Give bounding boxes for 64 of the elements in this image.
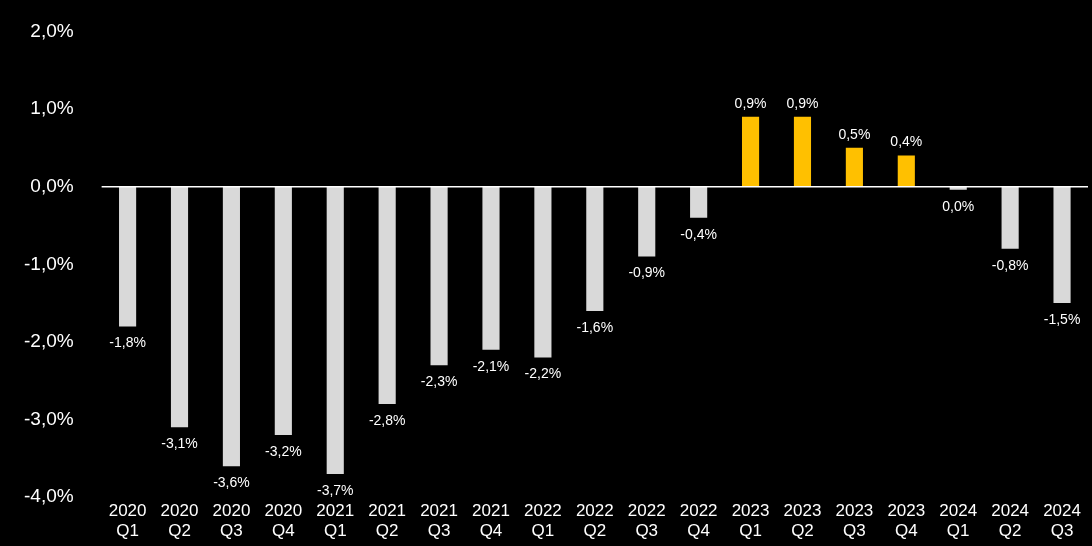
x-tick-label: 2020 Q1 (108, 501, 147, 541)
data-label: 0,9% (786, 94, 819, 111)
bar (378, 186, 396, 405)
data-label: -3,1% (161, 435, 198, 452)
data-label: -2,2% (524, 365, 562, 382)
x-tick-label: 2021 Q3 (420, 501, 458, 541)
bar (274, 186, 292, 436)
bar (1053, 186, 1071, 304)
x-tick-label: 2022 Q3 (627, 501, 666, 541)
bar (741, 116, 760, 187)
bar (897, 155, 915, 187)
data-label: -3,6% (213, 474, 250, 491)
data-label: -2,3% (420, 373, 458, 390)
bar (119, 186, 137, 327)
data-label: -3,7% (316, 481, 354, 498)
data-label: -1,6% (576, 318, 614, 335)
data-label: -2,8% (368, 411, 406, 428)
bar (222, 186, 240, 467)
x-tick-label: 2022 Q2 (575, 501, 614, 541)
data-label: -0,8% (991, 256, 1029, 273)
bar (170, 186, 189, 428)
x-tick-label: 2023 Q4 (887, 501, 926, 541)
y-tick-label: -3,0% (23, 407, 74, 429)
data-label: -2,1% (472, 357, 510, 374)
bar (949, 186, 967, 190)
data-label: -1,5% (1043, 310, 1081, 327)
bar (793, 116, 812, 187)
x-tick-label: 2020 Q2 (160, 501, 199, 541)
x-tick-label: 2022 Q1 (523, 501, 562, 541)
data-label: -3,2% (265, 442, 302, 459)
y-tick-label: -4,0% (23, 485, 74, 507)
x-tick-label: 2024 Q3 (1043, 501, 1081, 541)
y-tick-label: -1,0% (23, 252, 74, 274)
y-tick-label: 0,0% (30, 174, 74, 196)
y-tick-label: 1,0% (30, 97, 74, 119)
data-label: -0,9% (628, 264, 666, 281)
bar (430, 186, 448, 366)
data-label: 0,4% (890, 133, 923, 150)
x-tick-label: 2024 Q2 (991, 501, 1030, 541)
x-tick-label: 2024 Q1 (939, 501, 978, 541)
x-tick-label: 2021 Q4 (472, 501, 510, 541)
x-tick-label: 2020 Q3 (212, 501, 251, 541)
y-tick-label: -2,0% (23, 330, 74, 352)
x-tick-label: 2023 Q3 (835, 501, 874, 541)
bar (1001, 186, 1019, 249)
x-tick-label: 2023 Q2 (783, 501, 822, 541)
y-tick-label: 2,0% (30, 19, 74, 41)
data-label: 0,9% (734, 94, 767, 111)
bar (690, 186, 708, 218)
bar (326, 186, 344, 474)
bar (482, 186, 500, 350)
x-tick-label: 2020 Q4 (264, 501, 303, 541)
data-label: -0,4% (680, 225, 717, 242)
x-tick-label: 2021 Q1 (316, 501, 355, 541)
data-label: 0,5% (838, 125, 871, 142)
x-tick-label: 2021 Q2 (368, 501, 407, 541)
data-label: -1,8% (109, 334, 146, 351)
bar (845, 147, 863, 187)
x-tick-label: 2023 Q1 (731, 501, 770, 541)
bar (638, 186, 656, 257)
bar (586, 186, 604, 311)
bar (534, 186, 552, 358)
data-label: 0,0% (942, 197, 975, 214)
x-tick-label: 2022 Q4 (679, 501, 718, 541)
